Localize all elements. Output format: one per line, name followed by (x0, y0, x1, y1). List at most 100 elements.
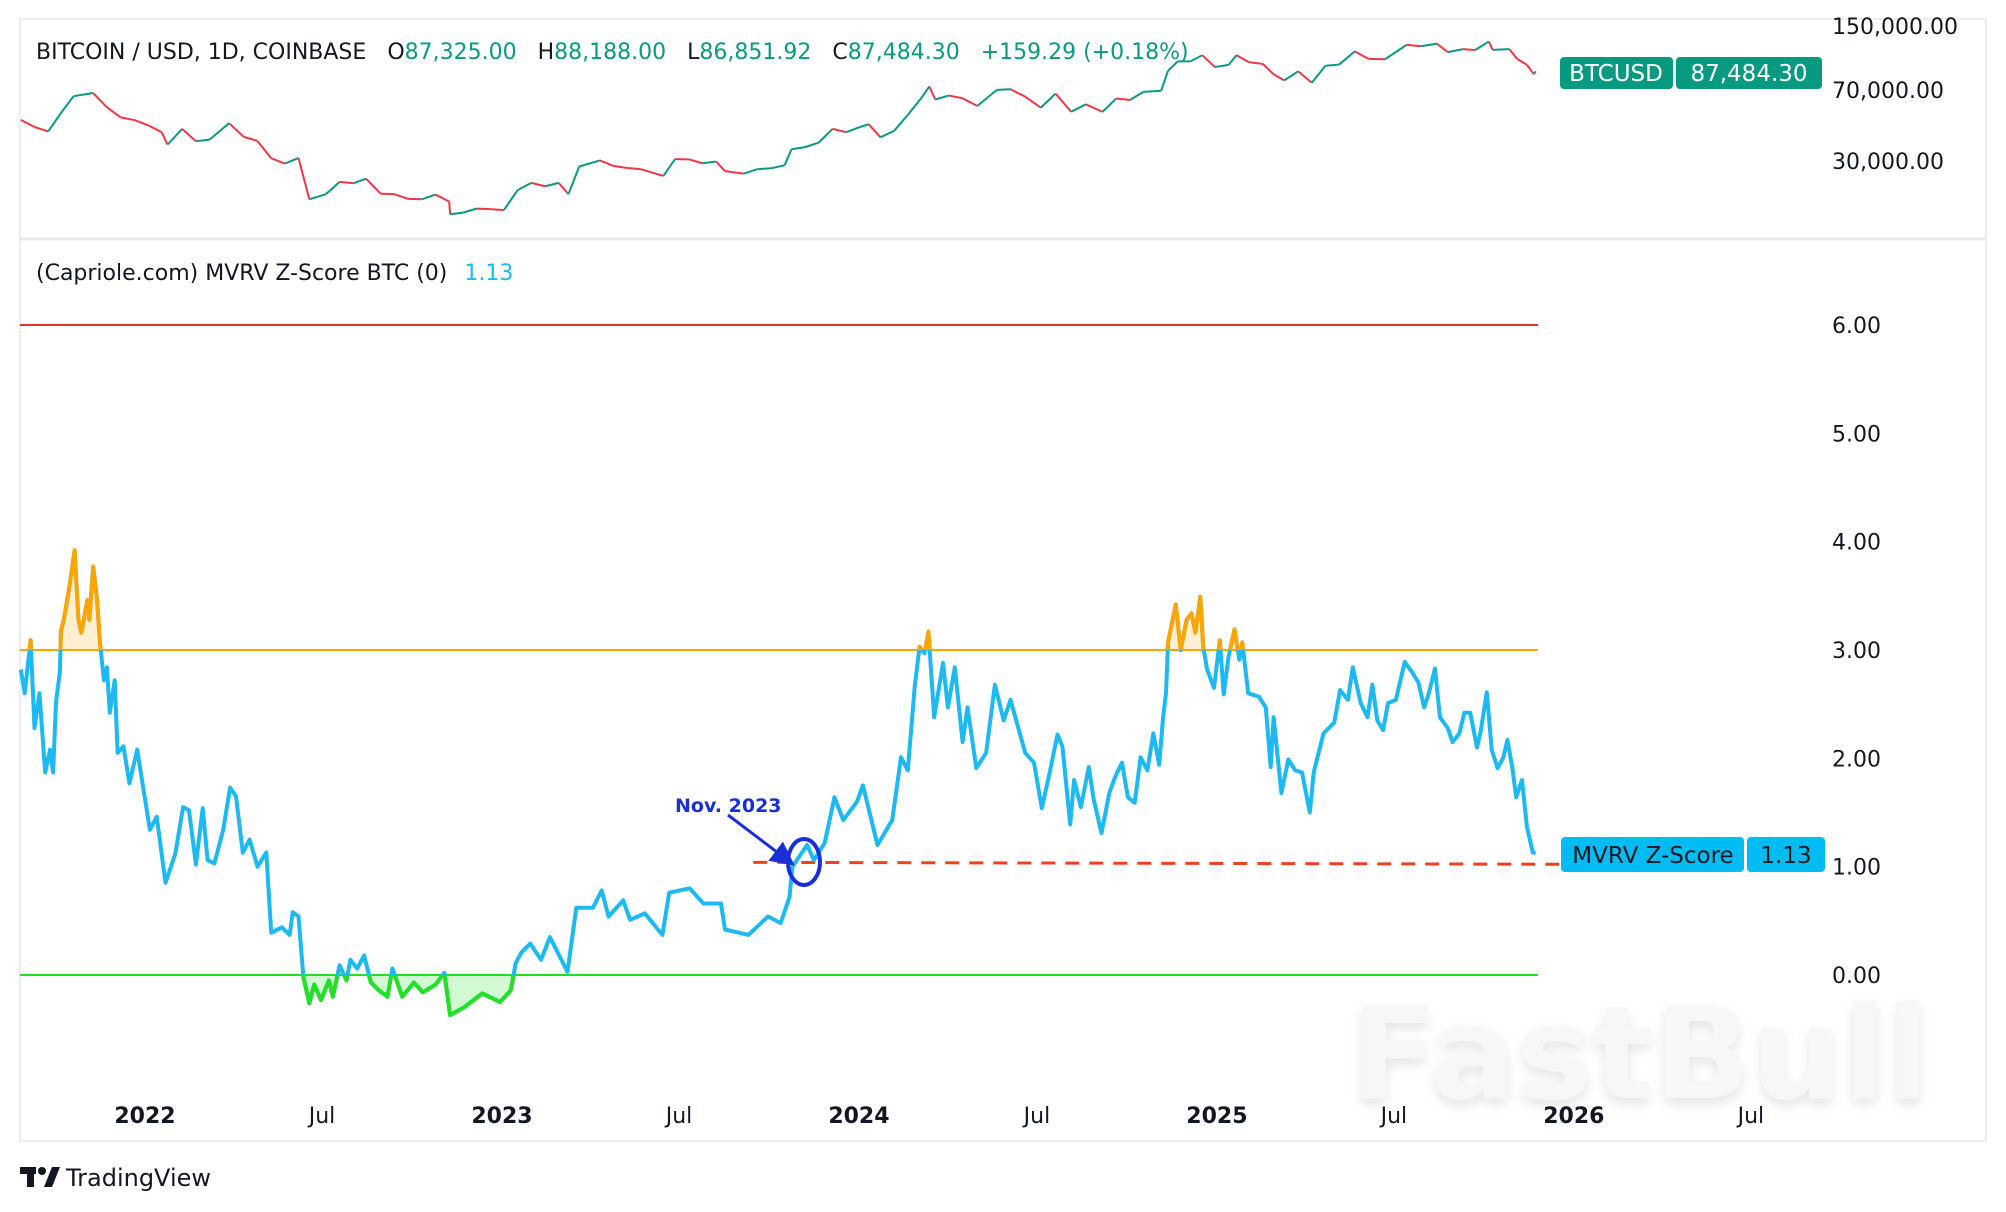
price-candle (567, 166, 581, 195)
price-candle (724, 170, 744, 175)
mvrv-axis[interactable]: 6.00 5.00 4.00 3.00 2.00 1.00 0.00 (1832, 314, 1881, 989)
price-candle (365, 177, 382, 195)
time-axis-label: 2022 (114, 1104, 175, 1129)
open-label: O (387, 40, 404, 65)
price-candle (1143, 89, 1162, 93)
price-candle (1526, 64, 1535, 75)
price-candle (394, 193, 409, 200)
price-candle (34, 126, 49, 133)
price-candle (976, 89, 998, 107)
price-candle (352, 177, 367, 185)
price-candle (1310, 65, 1327, 84)
price-candle (1508, 48, 1518, 60)
price-candle (859, 123, 870, 128)
mvrv-axis-label: 2.00 (1832, 747, 1881, 772)
price-candle (1085, 103, 1103, 113)
symbol-title: BITCOIN / USD, 1D, COINBASE (36, 40, 366, 65)
price-axis-label: 30,000.00 (1832, 150, 1944, 175)
time-axis-label: 2025 (1186, 1104, 1247, 1129)
price-candle (421, 193, 436, 201)
price-candle (907, 97, 923, 116)
annotation-arrow-icon (727, 813, 795, 866)
price-candle (462, 207, 477, 214)
price-candle (867, 123, 882, 138)
time-axis-label: Jul (1379, 1104, 1408, 1129)
tradingview-logo[interactable]: TradingView (20, 1164, 211, 1192)
badge-indicator-value: 1.13 (1760, 843, 1811, 869)
price-candle (1070, 103, 1087, 113)
price-candle (702, 160, 717, 165)
price-candle (166, 128, 183, 146)
price-candle (1516, 57, 1528, 66)
price-candle (339, 180, 354, 185)
price-candle (1214, 63, 1229, 69)
change-value: +159.29 (+0.18%) (981, 40, 1189, 65)
mvrv-line (18, 548, 1536, 1018)
mvrv-axis-label: 5.00 (1832, 422, 1881, 447)
price-legend-text: BITCOIN / USD, 1D, COINBASE O87,325.00 H… (36, 40, 1189, 65)
price-candle (1160, 70, 1169, 92)
price-candle (1023, 95, 1042, 109)
price-candle (1447, 48, 1464, 54)
tradingview-logo-icon (20, 1167, 60, 1187)
price-candle (503, 189, 519, 211)
badge-indicator-name: MVRV Z-Score (1572, 843, 1733, 869)
time-axis-label: 2026 (1543, 1104, 1604, 1129)
annotation-label: Nov. 2023 (675, 795, 782, 817)
price-candle (599, 159, 614, 167)
price-candle (1010, 88, 1025, 97)
price-axis[interactable]: 150,000.00 70,000.00 30,000.00 (1832, 15, 1958, 175)
price-candle (1436, 42, 1449, 53)
price-candle (270, 157, 286, 165)
price-candle (1040, 92, 1057, 109)
high-label: H (538, 40, 555, 65)
time-axis-label: Jul (307, 1104, 336, 1129)
nov-2023-annotation: Nov. 2023 (675, 795, 822, 887)
price-candle (448, 201, 452, 215)
price-candle (1190, 54, 1203, 63)
price-candle (578, 159, 601, 168)
close-label: C (832, 40, 847, 65)
price-candle (297, 157, 311, 200)
price-candles (20, 40, 1537, 216)
price-candle (544, 181, 559, 188)
time-axis-label: Jul (1022, 1104, 1051, 1129)
price-candle (160, 131, 169, 145)
price-candle (1235, 54, 1250, 64)
price-candle (147, 124, 163, 134)
price-candle (490, 208, 504, 212)
close-value: 87,484.30 (848, 40, 960, 65)
price-candle (996, 88, 1011, 91)
price-candle (627, 166, 641, 171)
mvrv-axis-label: 0.00 (1832, 964, 1881, 989)
indicator-legend: (Capriole.com) MVRV Z-Score BTC (0) 1.13 (36, 261, 513, 286)
tradingview-logo-text: TradingView (65, 1164, 211, 1192)
price-candle (1201, 54, 1216, 68)
mvrv-axis-label: 1.00 (1832, 856, 1881, 881)
time-axis[interactable]: 2022 Jul 2023 Jul 2024 Jul 2025 Jul 2026 Jul (114, 1104, 1764, 1129)
price-candle (47, 111, 63, 132)
mvrv-axis-label: 6.00 (1832, 314, 1881, 339)
support-dashed-line (753, 860, 1588, 866)
price-candle (613, 164, 628, 169)
price-candle (195, 138, 210, 143)
price-candle (284, 157, 299, 165)
price-candle (325, 181, 341, 195)
price-candle (557, 182, 570, 195)
price-candle (832, 127, 847, 134)
price-candle (106, 106, 122, 119)
price-candle (1406, 43, 1421, 48)
price-candle (181, 128, 197, 142)
price-candle (1262, 63, 1275, 76)
price-candle (517, 182, 532, 191)
price-candle (804, 141, 820, 149)
annotation-circle (786, 837, 822, 887)
price-candle (450, 211, 463, 216)
price-candle (1129, 91, 1145, 101)
open-value: 87,325.00 (405, 40, 517, 65)
price-candle (662, 158, 676, 177)
badge-symbol: BTCUSD (1569, 61, 1663, 87)
price-candle (1474, 40, 1490, 51)
mvrv-axis-label: 4.00 (1832, 531, 1881, 556)
